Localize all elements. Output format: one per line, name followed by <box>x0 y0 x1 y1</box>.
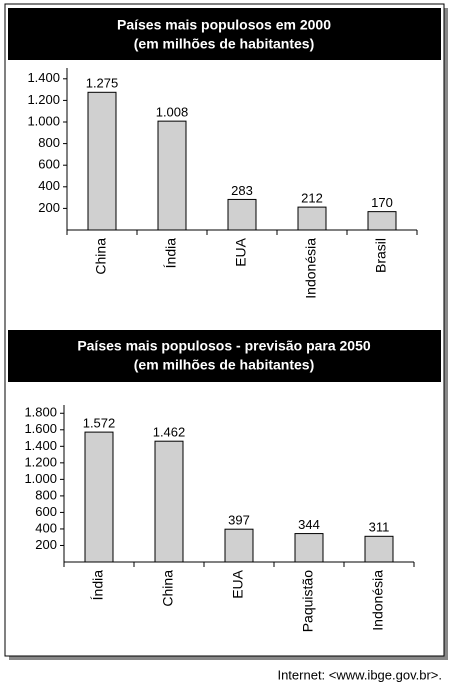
y-tick-label: 1.200 <box>24 454 57 469</box>
bar <box>364 535 394 563</box>
y-tick-label: 800 <box>35 487 57 502</box>
chart-subtitle: (em milhões de habitantes) <box>134 357 314 373</box>
data-label: 311 <box>369 520 390 535</box>
bar <box>87 91 117 231</box>
chart-subtitle: (em milhões de habitantes) <box>134 36 314 52</box>
x-tick-label: China <box>93 238 109 275</box>
x-tick-label: Brasil <box>373 238 389 273</box>
x-tick-label: Indonésia <box>303 238 319 299</box>
y-tick-label: 1.000 <box>24 471 57 486</box>
chart-title: Países mais populosos em 2000 <box>117 17 331 33</box>
data-label: 1.462 <box>153 425 186 440</box>
y-tick-label: 1.000 <box>27 113 60 128</box>
y-tick-label: 600 <box>35 504 57 519</box>
bar <box>154 440 184 563</box>
data-label: 344 <box>298 517 320 532</box>
y-tick-label: 200 <box>35 537 57 552</box>
x-tick-label: EUA <box>230 569 246 598</box>
y-tick-label: 800 <box>38 135 60 150</box>
data-label: 1.275 <box>86 76 119 91</box>
y-tick-label: 1.400 <box>27 70 60 85</box>
y-tick-label: 1.600 <box>24 421 57 436</box>
x-tick-label: Indonésia <box>370 570 386 631</box>
data-label: 1.572 <box>83 416 116 431</box>
x-tick-label: Índia <box>163 238 179 269</box>
data-label: 170 <box>371 195 393 210</box>
x-tick-label: Paquistão <box>300 570 316 632</box>
data-label: 397 <box>228 513 250 528</box>
bar <box>297 206 327 231</box>
bar <box>227 198 257 231</box>
bar <box>367 211 397 231</box>
bar <box>224 528 254 563</box>
x-tick-label: China <box>160 570 176 607</box>
y-tick-label: 1.800 <box>24 405 57 420</box>
bar <box>157 120 187 231</box>
data-label: 1.008 <box>156 105 189 120</box>
y-tick-label: 400 <box>35 520 57 535</box>
x-tick-label: EUA <box>233 237 249 266</box>
chart-title: Países mais populosos - previsão para 20… <box>77 338 371 354</box>
x-tick-label: Índia <box>90 570 106 601</box>
data-label: 212 <box>301 191 323 206</box>
data-label: 283 <box>231 183 253 198</box>
y-tick-label: 1.200 <box>27 92 60 107</box>
title-bar <box>8 330 441 382</box>
bar <box>294 533 324 563</box>
bar <box>84 431 114 563</box>
source: Internet: <www.ibge.gov.br>. <box>277 667 442 682</box>
y-tick-label: 200 <box>38 200 60 215</box>
y-tick-label: 600 <box>38 157 60 172</box>
title-bar <box>8 8 441 60</box>
y-tick-label: 1.400 <box>24 438 57 453</box>
y-tick-label: 400 <box>38 178 60 193</box>
